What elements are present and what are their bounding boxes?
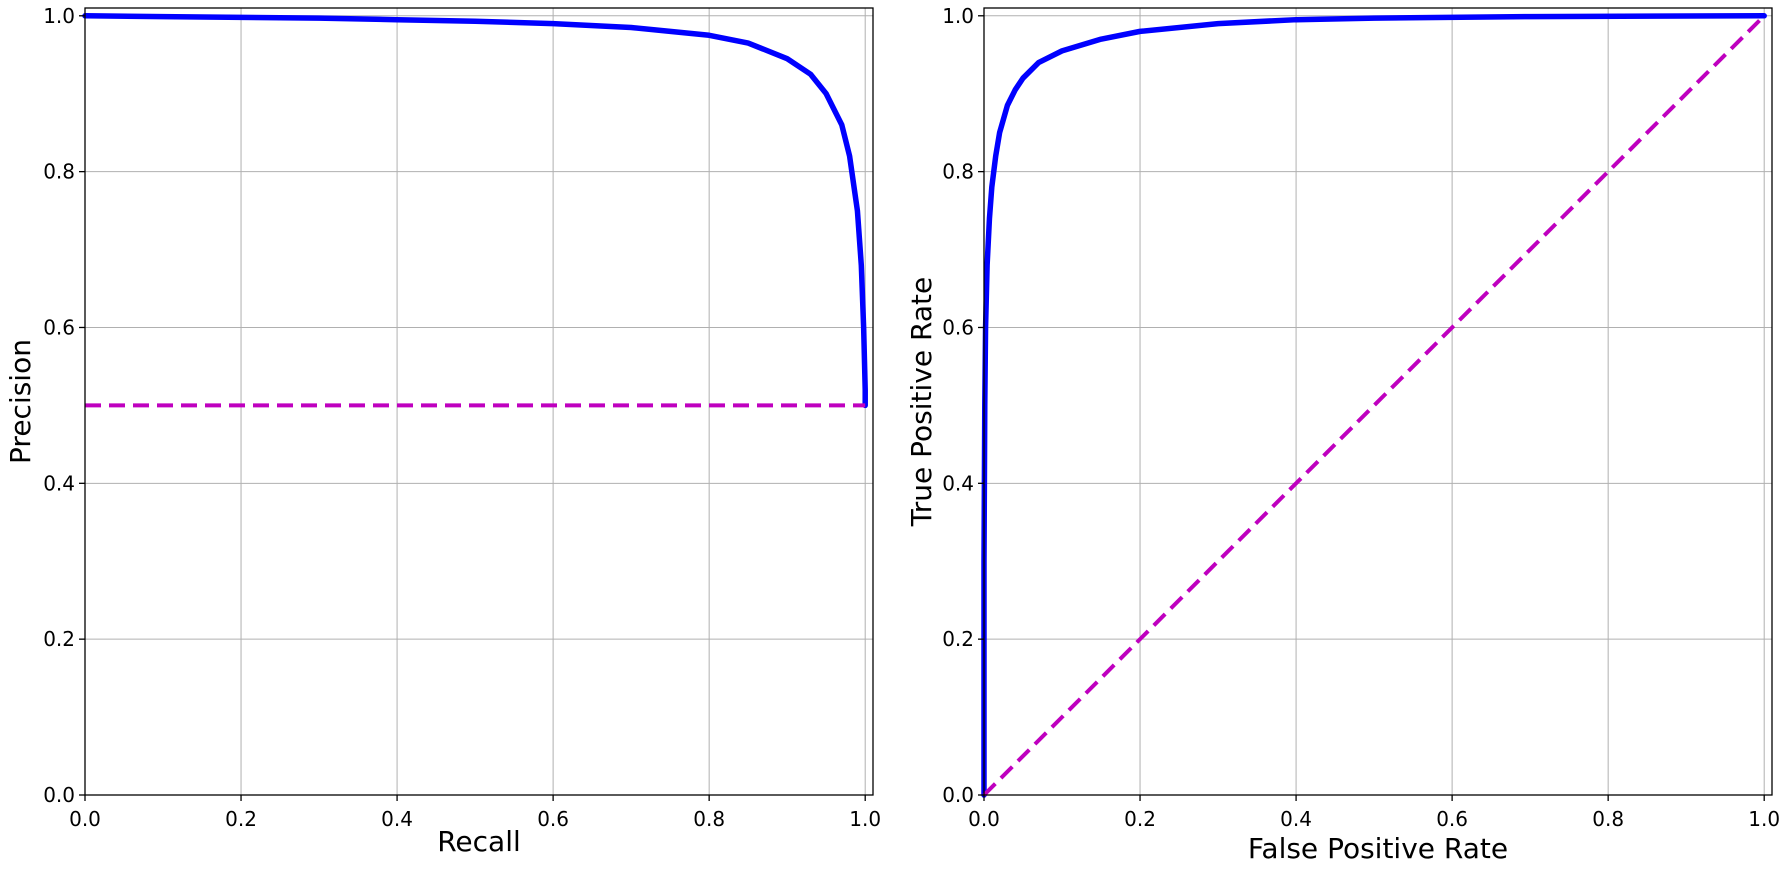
x-tick-label: 0.2 [1124,807,1156,831]
curve-line [981,13,1767,798]
y-axis-label: True Positive Rate [905,277,938,527]
y-tick-label: 1.0 [942,4,974,28]
y-tick-label: 0.4 [942,471,974,495]
x-tick-label: 0.2 [225,807,257,831]
plot-frame [983,7,1773,796]
y-tick-label: 0.8 [942,160,974,184]
y-tick-label: 0.0 [942,783,974,807]
baseline-dashed-line [982,14,1766,797]
x-tick-label: 0.8 [1592,807,1624,831]
y-tick-label: 0.6 [942,315,974,339]
curve-line [82,13,868,409]
x-axis-label: False Positive Rate [1248,832,1508,865]
y-tick-label: 0.2 [942,627,974,651]
y-tick-label: 0.0 [43,783,75,807]
plot-frame [84,7,874,796]
y-axis-label: Precision [4,339,37,464]
x-axis-label: Recall [437,825,521,858]
y-tick-label: 0.4 [43,471,75,495]
roc-panel: 0.0 0.2 0.4 0.6 0.8 1.0 0.0 0.2 0.4 0.6 0.8 1.0 Fals… [905,4,1780,865]
x-tick-label: 1.0 [1748,807,1780,831]
precision-recall-panel: 0.0 0.2 0.4 0.6 0.8 1.0 0.0 0.2 0.4 0.6 0.8 1.0 Reca… [4,4,881,858]
x-tick-label: 0.0 [69,807,101,831]
y-tick-label: 0.8 [43,160,75,184]
x-tick-label: 0.6 [1436,807,1468,831]
y-tick-label: 0.6 [43,315,75,339]
y-tick-label: 1.0 [43,4,75,28]
x-tick-label: 0.4 [381,807,413,831]
x-tick-label: 0.0 [968,807,1000,831]
y-tick-label: 0.2 [43,627,75,651]
x-tick-label: 0.6 [537,807,569,831]
x-tick-label: 1.0 [849,807,881,831]
x-tick-label: 0.4 [1280,807,1312,831]
x-tick-label: 0.8 [693,807,725,831]
